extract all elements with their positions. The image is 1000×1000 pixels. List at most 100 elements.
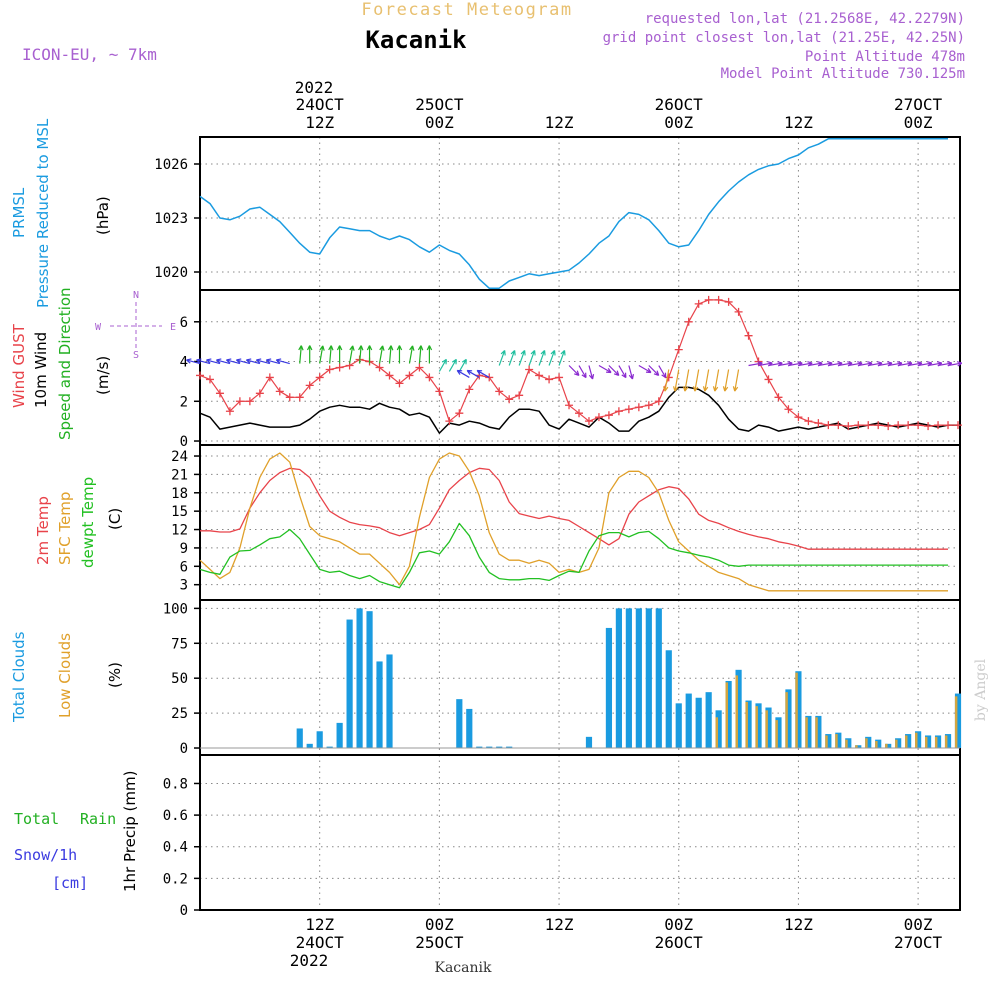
- gust-point: [904, 421, 913, 430]
- gust-point: [215, 389, 224, 398]
- gust-point: [634, 403, 643, 412]
- low-cloud-bar: [795, 672, 798, 749]
- wind-arrow: [328, 345, 334, 364]
- total-cloud-bar: [815, 715, 822, 749]
- cloud-frame: [199, 599, 961, 756]
- low-cloud-bar: [865, 738, 868, 749]
- total-cloud-bar: [605, 627, 613, 749]
- wind-arrow: [568, 365, 580, 376]
- gust-point: [505, 395, 514, 404]
- total-cloud-bar: [875, 739, 882, 749]
- bottom-date-label: 25OCT: [415, 933, 464, 952]
- total-cloud-bar: [615, 608, 622, 749]
- gust-point: [874, 421, 883, 430]
- gust-point: [415, 363, 424, 372]
- gust-point: [225, 407, 234, 416]
- wind-arrow: [588, 365, 595, 380]
- total-cloud-bar: [775, 717, 782, 749]
- gust-point: [794, 413, 803, 422]
- wind-arrow: [548, 350, 556, 366]
- wind-arrow: [438, 358, 447, 372]
- cloud-ytick-label: 75: [171, 636, 188, 652]
- total-cloud-bar: [466, 708, 473, 749]
- wind-dir-label: Speed and Direction: [56, 287, 74, 440]
- wind-arrow: [466, 369, 480, 378]
- total-cloud-bar: [745, 700, 752, 749]
- rain-label-b: Rain: [80, 810, 116, 828]
- low-cloud-bar: [845, 739, 848, 749]
- wind-arrow: [298, 345, 304, 364]
- compass-rose: N S W E: [95, 290, 176, 361]
- gust-point: [285, 393, 294, 402]
- total-cloud-bar: [715, 710, 722, 749]
- wind-arrow: [387, 345, 394, 364]
- sfc-series-line: [199, 452, 948, 592]
- wind-arrow: [648, 365, 660, 376]
- gust-point: [624, 405, 633, 414]
- total-cloud-bar: [895, 738, 902, 749]
- cloud-panel: 0 25 50 75 100: [163, 599, 962, 757]
- wind-arrow: [255, 358, 270, 365]
- gust-point: [235, 397, 244, 406]
- cloud-ytick-label: 25: [171, 706, 188, 722]
- top-hour-label: 12Z: [545, 113, 574, 132]
- temp-ytick-label: 9: [180, 541, 188, 557]
- top-date-label: 25OCT: [415, 95, 464, 114]
- gust-point: [535, 371, 544, 380]
- wind-arrow: [378, 345, 385, 364]
- gust-point: [375, 363, 384, 372]
- top-hour-label: 00Z: [664, 113, 693, 132]
- gust-point: [196, 371, 204, 380]
- cloud-ytick-label: 50: [171, 671, 188, 687]
- temp-ytick-label: 18: [171, 486, 188, 502]
- gust-point: [674, 345, 683, 354]
- total-cloud-bar: [336, 722, 343, 749]
- total-cloud-bar: [855, 745, 862, 749]
- wind-arrow: [186, 358, 201, 365]
- snow-label: Snow/1h: [14, 846, 77, 864]
- precip-ytick-label: 0.4: [163, 840, 188, 856]
- total-cloud-bar: [765, 707, 772, 749]
- gust-point: [894, 421, 903, 430]
- gust-point: [575, 409, 584, 418]
- wind-arrow: [712, 369, 720, 392]
- wind-arrow: [732, 369, 740, 392]
- total-cloud-bar: [476, 746, 483, 749]
- pressure-panel: 1020 1023 1026: [154, 136, 961, 291]
- total-cloud-label: Total Clouds: [10, 631, 28, 723]
- t2m-label: 2m Temp: [34, 496, 52, 565]
- gust-point: [844, 422, 853, 431]
- gust-point: [485, 373, 494, 382]
- total-cloud-bar: [905, 734, 912, 749]
- low-cloud-bar: [934, 736, 938, 749]
- gust-point: [455, 409, 464, 418]
- total-cloud-bar: [506, 746, 513, 749]
- gust-point: [854, 421, 863, 430]
- temp-unit-label: (C): [106, 508, 124, 530]
- pressure-ytick-label: 1026: [154, 157, 188, 173]
- gust-point: [804, 417, 813, 426]
- temp-ytick-label: 21: [171, 467, 188, 483]
- wind-arrow: [682, 369, 690, 392]
- low-cloud-bar: [944, 735, 948, 749]
- wind-arrow: [498, 350, 506, 366]
- total-cloud-bar: [755, 703, 762, 749]
- precip-panel-labels: Total Rain Snow/1h [cm] 1hr Precip (mm): [14, 771, 139, 892]
- wind-arrow: [196, 358, 211, 365]
- wind-ytick-label: 0: [180, 434, 188, 450]
- gust-point: [584, 417, 593, 426]
- wind-arrow: [448, 358, 457, 372]
- wind-ytick-label: 2: [180, 394, 188, 410]
- gust-point: [265, 373, 274, 382]
- bottom-hour-label: 00Z: [664, 915, 693, 934]
- pressure-frame: [199, 136, 961, 291]
- total-cloud-bar: [934, 735, 942, 749]
- gust-point: [774, 393, 783, 402]
- low-cloud-bar: [915, 732, 918, 749]
- total-cloud-bar: [695, 697, 702, 749]
- total-cloud-bar: [496, 746, 503, 749]
- pressure-series-line: [199, 138, 948, 289]
- temp-ytick-label: 12: [171, 523, 188, 539]
- temp-ytick-label: 3: [180, 578, 188, 594]
